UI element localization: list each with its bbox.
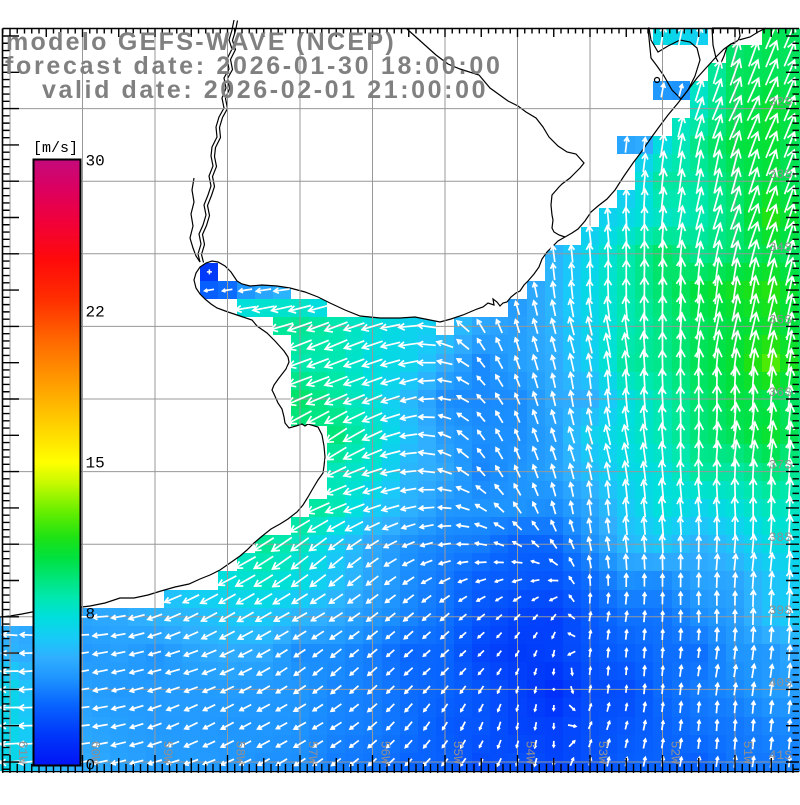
svg-text:55W: 55W — [450, 741, 465, 765]
svg-text:37S: 37S — [769, 458, 793, 473]
svg-text:15: 15 — [86, 455, 105, 473]
svg-text:36S: 36S — [769, 385, 793, 400]
svg-text:33S: 33S — [769, 167, 793, 182]
svg-text:61W: 61W — [15, 741, 30, 765]
svg-text:59W: 59W — [160, 741, 175, 765]
svg-text:52W: 52W — [668, 741, 683, 765]
svg-text:30: 30 — [86, 153, 105, 171]
svg-text:39S: 39S — [769, 603, 793, 618]
svg-text:34S: 34S — [769, 240, 793, 255]
svg-text:54W: 54W — [523, 741, 538, 765]
svg-text:40S: 40S — [769, 675, 793, 690]
svg-text:57W: 57W — [305, 741, 320, 765]
svg-text:60W: 60W — [88, 741, 103, 765]
svg-text:51W: 51W — [740, 741, 755, 765]
svg-text:0: 0 — [86, 757, 96, 775]
svg-text:[m/s]: [m/s] — [33, 140, 78, 157]
svg-text:22: 22 — [86, 304, 105, 322]
svg-text:41S: 41S — [769, 748, 793, 763]
svg-text:56W: 56W — [378, 741, 393, 765]
svg-text:58W: 58W — [233, 741, 248, 765]
svg-text:35S: 35S — [769, 312, 793, 327]
svg-text:38S: 38S — [769, 530, 793, 545]
svg-text:valid date: 2026-02-01 21:00:0: valid date: 2026-02-01 21:00:00 — [42, 76, 488, 104]
svg-text:8: 8 — [86, 606, 96, 624]
svg-text:forecast date: 2026-01-30 18:0: forecast date: 2026-01-30 18:00:00 — [5, 52, 503, 80]
svg-text:modelo GEFS-WAVE (NCEP): modelo GEFS-WAVE (NCEP) — [6, 28, 396, 56]
svg-text:32S: 32S — [769, 95, 793, 110]
svg-text:53W: 53W — [595, 741, 610, 765]
